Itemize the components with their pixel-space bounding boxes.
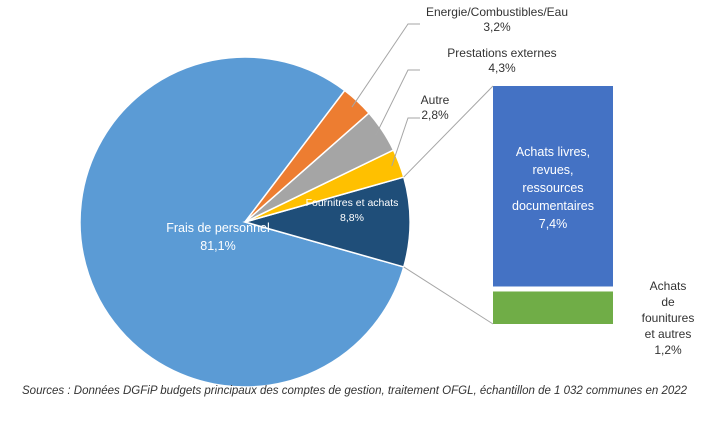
pie-slice-frais-de-personnel xyxy=(79,56,405,388)
bar-segment-achats-de-founitures-et-autres-label-line: de xyxy=(661,295,675,309)
bar-segment-achats-de-founitures-et-autres-label-line: Achats xyxy=(650,279,687,293)
bar-segment-achats-de-founitures-et-autres-label-line: founitures xyxy=(642,311,695,325)
bar-segment-achats-livres-revues-ressources-documentaires-label-line: documentaires xyxy=(512,199,594,213)
leader-line-energie xyxy=(351,23,420,108)
bar-segment-achats-livres-revues-ressources-documentaires-label-line: revues, xyxy=(533,163,574,177)
slice-autre-label-line: 2,8% xyxy=(421,108,449,122)
connector-line-top xyxy=(403,85,494,178)
slice-frais-de-personnel-label-line: 81,1% xyxy=(200,239,235,253)
bar-segment-achats-livres-revues-ressources-documentaires-label: Achats livres, revues, ressources documenta… xyxy=(512,145,594,231)
slice-fournitres-et-achats-label-line: 8,8% xyxy=(340,212,364,224)
leader-line-prestations xyxy=(375,69,420,136)
bar-segment-achats-livres-revues-ressources-documentaires xyxy=(493,86,613,287)
pie-slice-fournitres-et-achats xyxy=(242,176,411,268)
slice-frais-de-personnel-label: Frais de personnel 81,1% xyxy=(166,221,270,253)
pie-slice-energie-combustibles-eau xyxy=(244,89,370,223)
bar-segment-achats-livres-revues-ressources-documentaires-label-line: Achats livres, xyxy=(516,145,590,159)
slice-fournitres-et-achats-label-line: Fournitres et achats xyxy=(306,197,399,209)
bar-segment-achats-livres-revues-ressources-documentaires-label-line: ressources xyxy=(522,181,583,195)
slice-fournitres-et-achats-label: Fournitres et achats 8,8% xyxy=(306,197,399,224)
slice-frais-de-personnel-label-line: Frais de personnel xyxy=(166,221,270,235)
slice-prestations-externes-label-line: Prestations externes xyxy=(447,46,556,60)
leader-line-autre xyxy=(391,117,420,167)
source-note: Sources : Données DGFiP budgets principa… xyxy=(22,385,688,397)
bar-segment-achats-de-founitures-et-autres-label: Achats de founitures et autres 1,2% xyxy=(642,279,695,357)
bar-segment-achats-livres-revues-ressources-documentaires-label-line: 7,4% xyxy=(539,217,568,231)
slice-autre-label-line: Autre xyxy=(421,93,450,107)
bar-segment-achats-de-founitures-et-autres-label-line: 1,2% xyxy=(654,343,682,357)
slice-energie-combustibles-eau-label-line: 3,2% xyxy=(483,20,511,34)
slice-prestations-externes-label-line: 4,3% xyxy=(488,61,516,75)
bar-segment-achats-de-founitures-et-autres xyxy=(493,291,613,324)
slice-energie-combustibles-eau-label-line: Energie/Combustibles/Eau xyxy=(426,5,568,19)
bar-segment-achats-de-founitures-et-autres-label-line: et autres xyxy=(645,327,692,341)
connector-line-bottom xyxy=(403,266,494,325)
